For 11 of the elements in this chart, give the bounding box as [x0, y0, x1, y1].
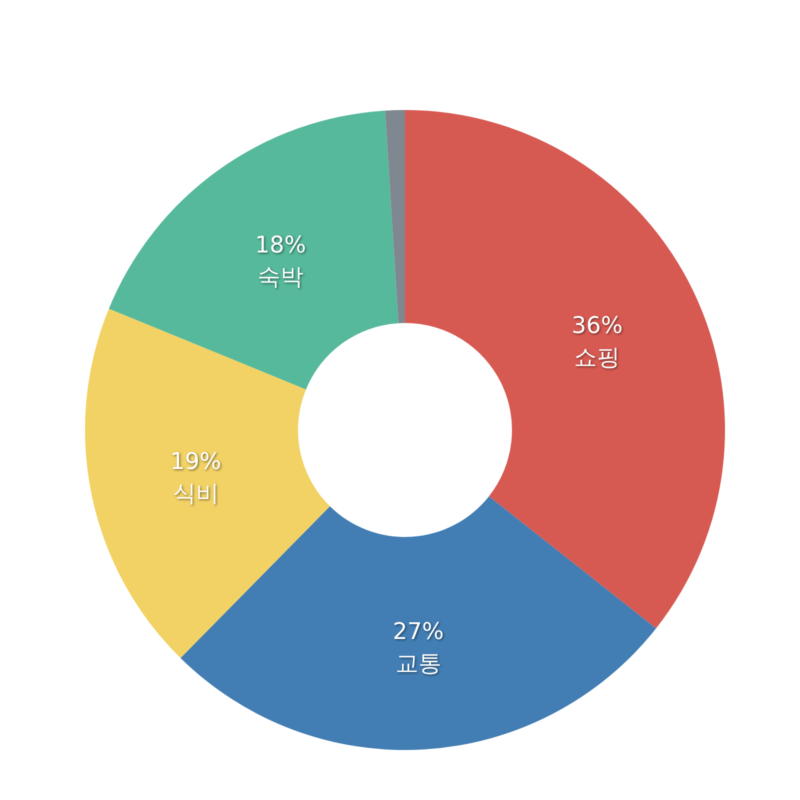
- slice-label: 교통: [395, 651, 442, 678]
- slice-label: 숙박: [258, 264, 304, 290]
- donut-slice: [85, 308, 330, 658]
- slice-label: 식비: [172, 480, 219, 507]
- slice-label: 쇼핑: [574, 344, 620, 371]
- data-label: 19%: [170, 448, 222, 475]
- donut-slice: [108, 110, 398, 390]
- donut-slice: [385, 110, 405, 324]
- data-label: 27%: [392, 619, 444, 646]
- data-label: 36%: [572, 312, 623, 339]
- data-label: 18%: [255, 232, 306, 258]
